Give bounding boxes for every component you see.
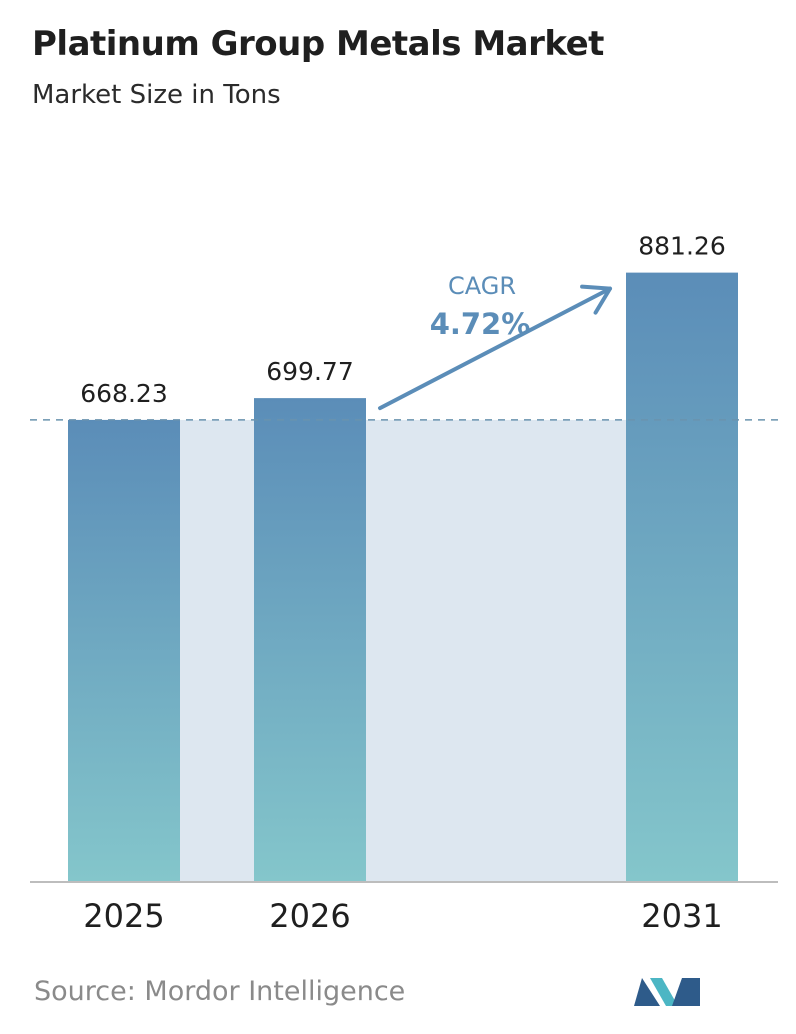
x-tick-2026: 2026 (269, 897, 350, 935)
chart-subtitle: Market Size in Tons (32, 80, 281, 110)
value-label-2026: 699.77 (266, 357, 353, 386)
value-label-2031: 881.26 (638, 232, 725, 261)
cagr-arrow-head (580, 284, 612, 315)
chart-title: Platinum Group Metals Market (32, 24, 604, 64)
bar-2025 (68, 419, 180, 882)
x-tick-labels: 2025 2026 2031 (83, 897, 722, 935)
logo-right-shape (672, 978, 700, 1006)
guides (30, 419, 780, 883)
bar-2031 (626, 272, 738, 883)
mordor-intelligence-logo (634, 978, 700, 1006)
value-label-2025: 668.23 (80, 379, 167, 408)
x-tick-2031: 2031 (641, 897, 722, 935)
value-labels: 668.23 699.77 881.26 (80, 232, 725, 408)
logo-left-shape (634, 978, 660, 1006)
cagr-label: CAGR (448, 272, 516, 300)
bar-2026 (254, 398, 366, 882)
bar-chart: 668.23 699.77 881.26 2025 2026 2031 CAGR 4.72… (30, 232, 780, 935)
cagr-value: 4.72% (430, 307, 531, 341)
cagr-arrow-line (378, 286, 612, 411)
source-label: Source: Mordor Intelligence (34, 976, 406, 1007)
bars (68, 272, 738, 883)
x-tick-2025: 2025 (83, 897, 164, 935)
logo-middle-shape (650, 978, 678, 1006)
cagr-annotation: CAGR 4.72% (378, 272, 612, 411)
